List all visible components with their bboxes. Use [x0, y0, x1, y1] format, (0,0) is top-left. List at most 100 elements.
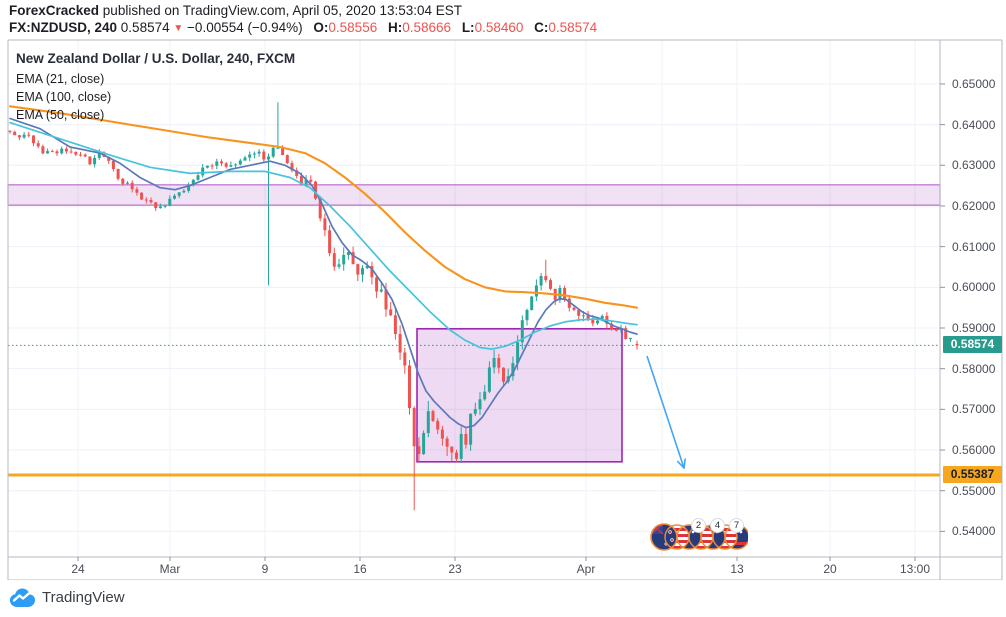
price-tick-label: 0.55000 [952, 483, 996, 498]
candle-body [234, 164, 238, 166]
high-label: H: [387, 20, 403, 35]
last-price-badge: 0.58574 [943, 336, 1002, 354]
candle-body [229, 165, 233, 167]
candle-body [281, 147, 285, 156]
candle-body [389, 309, 393, 316]
last-price-text: 0.58574 [120, 20, 170, 35]
candle-body [309, 179, 313, 182]
candle-body [314, 181, 317, 199]
candle-body [140, 192, 144, 200]
candle-body [530, 296, 534, 310]
candle-body [46, 151, 50, 154]
candle-body [342, 254, 346, 265]
candle-body [379, 289, 383, 292]
symbol-name: FX:NZDUSD, 240 [9, 20, 118, 35]
price-tick-label: 0.58000 [952, 361, 996, 376]
candle-body [107, 156, 111, 161]
candle-body [32, 135, 35, 144]
projection-arrow [646, 355, 685, 469]
candle-body [600, 315, 604, 321]
candle-body [187, 185, 191, 191]
candle-body [154, 202, 158, 209]
projection-arrowhead [683, 458, 686, 469]
candle-body [628, 337, 632, 339]
candle-body [332, 253, 336, 267]
candle-body [116, 169, 120, 179]
time-tick-label: 9 [261, 562, 269, 576]
candle-body [238, 160, 242, 165]
candle-body [177, 192, 181, 196]
time-tick-label: Mar [159, 562, 181, 576]
candle-body [74, 151, 78, 155]
candle-body [403, 352, 407, 366]
price-tick-label: 0.60000 [952, 280, 996, 295]
ema-line-ema21 [9, 117, 638, 429]
legend-ema50[interactable]: EMA (50, close) [16, 108, 105, 122]
candle-body [224, 163, 228, 167]
price-tick-label: 0.62000 [952, 198, 996, 213]
watermark-number-4: 4 [710, 518, 725, 533]
candle-body [144, 199, 148, 201]
candle-body [323, 218, 327, 231]
candle-body [487, 367, 491, 392]
footer: TradingView [0, 580, 1006, 617]
candle-body [267, 156, 270, 160]
candle-body [201, 167, 205, 176]
tradingview-logo-text[interactable]: TradingView [42, 589, 125, 606]
brand-name: ForexCracked [9, 3, 100, 18]
time-tick-label: 16 [353, 562, 367, 576]
candle-body [276, 147, 280, 149]
candle-body [473, 409, 477, 414]
candle-body [614, 329, 618, 331]
candle-body [64, 148, 68, 152]
ema-line-ema100 [8, 105, 639, 309]
legend-ema100[interactable]: EMA (100, close) [16, 90, 112, 104]
candle-body [215, 161, 219, 166]
time-tick-label: 23 [448, 562, 462, 576]
candle-body [581, 315, 585, 317]
candle-body [257, 151, 261, 154]
candle-body [55, 151, 59, 154]
candle-body [163, 205, 167, 207]
candle-body [243, 157, 247, 161]
candle-body [351, 252, 355, 265]
projection-arrowhead [676, 460, 685, 469]
candle-body [544, 276, 548, 281]
candle-body [135, 189, 139, 193]
candle-body [635, 343, 639, 346]
tradingview-logo-icon[interactable] [9, 587, 39, 609]
chart-legend: New Zealand Dollar / U.S. Dollar, 240, F… [16, 50, 295, 124]
candle-body [502, 367, 505, 382]
candle-body [436, 420, 440, 430]
symbol-line: FX:NZDUSD, 240 0.58574 ▼ −0.00554 (−0.94… [9, 20, 597, 35]
candle-body [149, 199, 153, 203]
candle-body [79, 154, 82, 156]
price-tick-label: 0.65000 [952, 76, 996, 91]
candle-body [516, 342, 520, 364]
candle-body [624, 328, 628, 339]
candle-body [455, 452, 458, 459]
candle-body [83, 154, 87, 157]
candle-body [252, 153, 256, 155]
candle-body [539, 276, 543, 286]
candle-body [426, 411, 430, 434]
legend-title[interactable]: New Zealand Dollar / U.S. Dollar, 240, F… [16, 51, 296, 66]
candle-body [483, 391, 487, 400]
legend-ema21[interactable]: EMA (21, close) [16, 72, 105, 86]
time-tick-label: 13:00 [899, 562, 931, 576]
price-tick-label: 0.64000 [952, 117, 996, 132]
candle-body [69, 151, 73, 153]
candle-body [563, 288, 567, 299]
candle-body [596, 320, 599, 324]
candle-body [93, 157, 97, 165]
candle-body [356, 264, 360, 275]
candle-body [534, 285, 538, 297]
low-value: 0.58460 [474, 20, 524, 35]
candle-body [318, 198, 322, 219]
candle-body [459, 433, 463, 459]
candle-body [398, 334, 402, 353]
price-tick-label: 0.56000 [952, 443, 996, 458]
candle-body [337, 264, 341, 267]
